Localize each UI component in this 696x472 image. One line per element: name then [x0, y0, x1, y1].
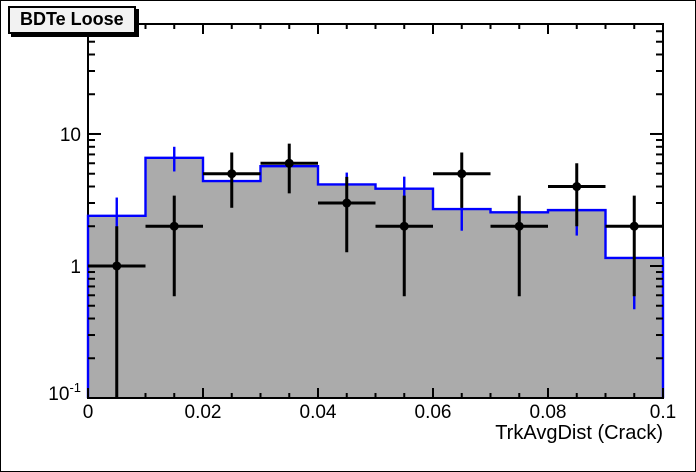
x-tick-label: 0.1 — [650, 402, 676, 423]
data-points — [88, 143, 663, 398]
data-marker — [169, 221, 179, 231]
data-marker — [284, 158, 294, 168]
data-marker — [112, 261, 122, 271]
plot-title-text: BDTe Loose — [20, 9, 124, 29]
y-tick-label: 10 — [60, 125, 81, 146]
x-tick-label: 0 — [83, 402, 94, 423]
axis-ticks — [87, 24, 664, 399]
data-marker — [514, 221, 524, 231]
x-axis-title: TrkAvgDist (Crack) — [495, 422, 663, 444]
x-tick-label: 0.04 — [300, 402, 337, 423]
data-marker — [399, 221, 409, 231]
axis-labels: 0 0.02 0.04 0.06 0.08 0.1 10-1 1 10 TrkAvgDist (C… — [48, 125, 676, 444]
data-marker — [342, 198, 352, 208]
x-tick-label: 0.08 — [530, 402, 567, 423]
plot-title-box: BDTe Loose — [8, 6, 136, 34]
y-tick-label: 1 — [70, 257, 81, 278]
x-tick-label: 0.06 — [415, 402, 452, 423]
data-marker — [457, 169, 467, 179]
data-marker — [227, 169, 237, 179]
data-marker — [629, 221, 639, 231]
data-marker — [572, 182, 582, 192]
x-tick-label: 0.02 — [185, 402, 222, 423]
y-tick-label: 10-1 — [48, 380, 81, 405]
